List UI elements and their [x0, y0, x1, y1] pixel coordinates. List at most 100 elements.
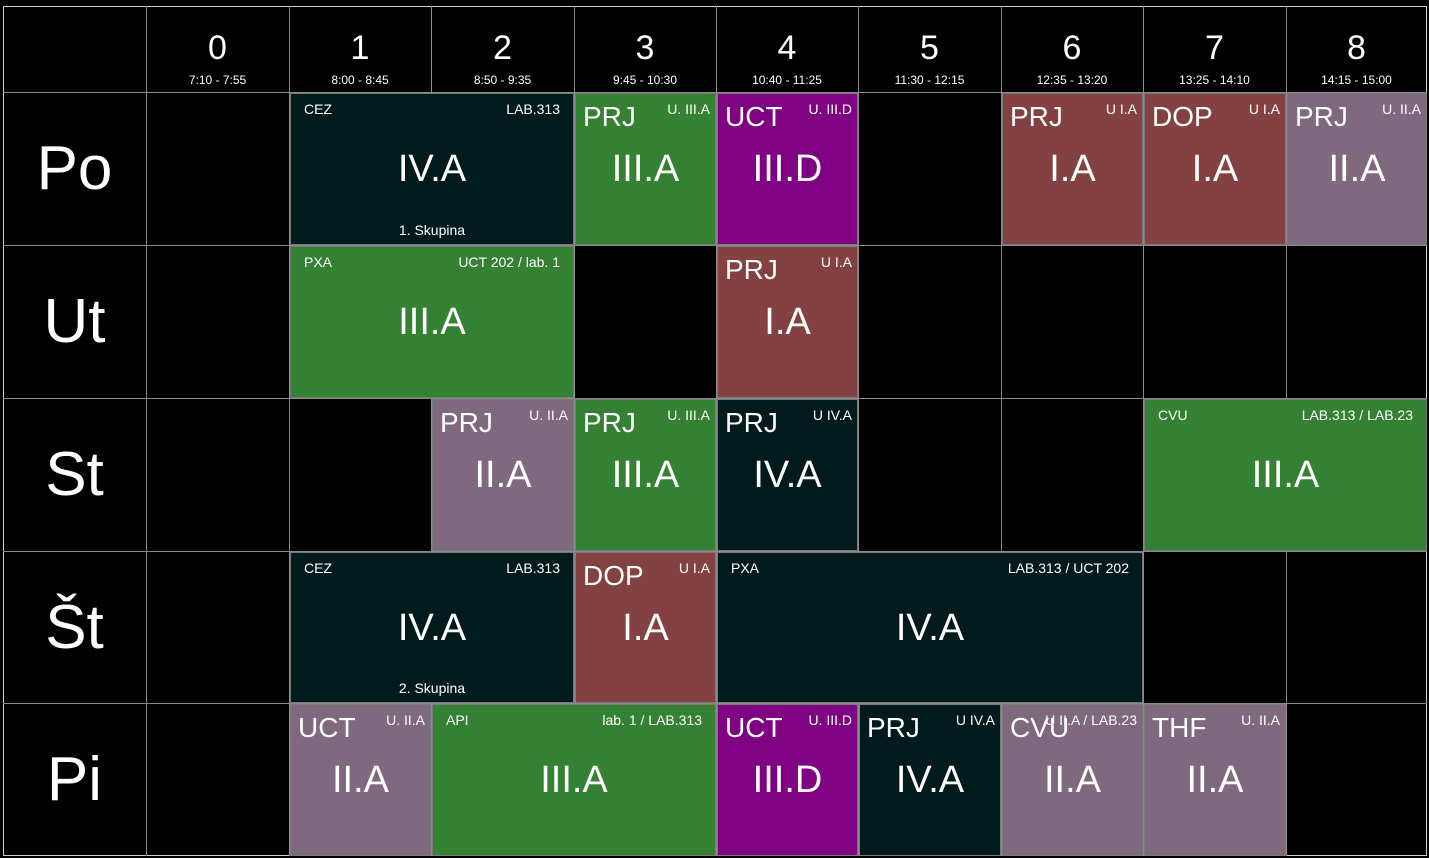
day-label: Pi [46, 745, 103, 814]
period-number: 8 [1347, 29, 1366, 67]
lesson-subject: PRJ [440, 407, 493, 438]
lesson-room: U I.A [1105, 101, 1137, 117]
lesson-class: III.A [540, 759, 608, 801]
lesson-cell[interactable]: U IV.A PRJ IV.A [717, 399, 858, 551]
lesson-room: U. II.A [1382, 101, 1421, 117]
lesson-room: UCT 202 / lab. 1 [458, 254, 560, 270]
lesson-subject: PRJ [725, 254, 778, 285]
lesson-class: I.A [1049, 148, 1096, 190]
lesson-cell[interactable]: LAB.313 / LAB.23 CVU III.A [1144, 399, 1427, 551]
lesson-class: IV.A [895, 759, 965, 801]
lesson-class: II.A [1043, 759, 1102, 801]
lesson-subject: PRJ [1295, 101, 1348, 132]
period-number: 4 [777, 29, 797, 67]
lesson-subject: UCT [725, 101, 783, 132]
lesson-cell[interactable]: U IV.A PRJ IV.A [859, 704, 1001, 856]
lesson-room: U. III.A [667, 407, 710, 423]
lesson-room: U IV.A [955, 712, 995, 728]
lesson-room: lab. 1 / LAB.313 [602, 712, 702, 728]
grid-vline [289, 6, 290, 856]
lesson-class: I.A [622, 607, 669, 649]
grid-vline [858, 6, 859, 856]
day-label: Ut [43, 287, 106, 356]
lesson-room: U. II.A [1241, 712, 1280, 728]
grid-vline [431, 6, 432, 856]
lesson-class: I.A [764, 301, 811, 343]
lesson-class: III.D [752, 759, 823, 801]
lesson-subject: PRJ [725, 407, 778, 438]
lesson-class: III.D [752, 148, 823, 190]
lesson-cell[interactable]: U I.A DOP I.A [575, 552, 716, 703]
lesson-subject: CEZ [304, 560, 332, 576]
lesson-subject: UCT [725, 712, 783, 743]
lesson-class: III.A [398, 301, 466, 343]
lesson-room: LAB.313 / UCT 202 [1007, 560, 1129, 576]
grid-vline [716, 6, 717, 856]
lesson-class: IV.A [753, 454, 822, 496]
lesson-class: II.A [1328, 148, 1386, 190]
grid-vline [574, 6, 575, 856]
lesson-cell[interactable]: UCT 202 / lab. 1 PXA III.A [290, 246, 574, 398]
grid-vline [1143, 6, 1144, 856]
lesson-subject: CVU [1010, 712, 1070, 743]
period-time: 10:40 - 11:25 [752, 73, 822, 87]
lesson-room: U I.A [820, 254, 852, 270]
lesson-cell[interactable]: U. III.D UCT III.D [717, 704, 858, 856]
lesson-group: 2. Skupina [398, 680, 466, 696]
period-time: 7:10 - 7:55 [188, 73, 247, 87]
lesson-room: U. II.A [386, 712, 425, 728]
lesson-class: III.A [611, 454, 680, 496]
lesson-cell[interactable]: U. III.A PRJ III.A [575, 399, 716, 551]
lesson-subject: CEZ [304, 101, 332, 117]
lesson-cell[interactable]: LAB.313 CEZ IV.A 2. Skupina [290, 552, 574, 703]
lesson-class: IV.A [397, 148, 467, 190]
period-time: 14:15 - 15:00 [1321, 73, 1392, 87]
period-header: 7 13:25 - 14:10 [1143, 6, 1286, 92]
period-number: 1 [350, 29, 370, 67]
lesson-room: U II.A / LAB.23 [1045, 712, 1137, 728]
lesson-room: U IV.A [812, 407, 852, 423]
period-time: 8:50 - 9:35 [473, 73, 532, 87]
period-time: 13:25 - 14:10 [1179, 73, 1250, 87]
lesson-class: I.A [1191, 148, 1239, 190]
period-number: 7 [1205, 29, 1224, 67]
period-time: 8:00 - 8:45 [331, 73, 389, 87]
grid-hline [3, 703, 1427, 704]
lesson-cell[interactable]: LAB.313 / UCT 202 PXA IV.A [717, 552, 1143, 703]
period-header: 2 8:50 - 9:35 [431, 6, 574, 92]
lesson-cell[interactable]: U I.A PRJ I.A [1002, 93, 1143, 245]
lesson-cell[interactable]: U I.A DOP I.A [1144, 93, 1286, 245]
lesson-cell[interactable]: U. II.A PRJ II.A [432, 399, 574, 551]
lesson-cell[interactable]: U. II.A PRJ II.A [1287, 93, 1427, 245]
grid-hline [3, 92, 1427, 93]
lesson-class: II.A [474, 454, 532, 496]
lesson-cell[interactable]: U. II.A THF II.A [1144, 704, 1286, 856]
lesson-room: U. III.A [667, 101, 710, 117]
lesson-class: III.A [1251, 454, 1320, 496]
lesson-subject: PXA [731, 560, 760, 576]
lesson-cell[interactable]: U. III.A PRJ III.A [575, 93, 716, 245]
lesson-subject: PXA [304, 254, 333, 270]
period-number: 0 [208, 29, 227, 67]
grid-vline [146, 6, 147, 856]
period-number: 2 [493, 29, 512, 67]
lesson-group: 1. Skupina [398, 222, 466, 238]
lesson-subject: THF [1152, 712, 1207, 743]
lesson-subject: API [446, 712, 469, 728]
lesson-room: LAB.313 [506, 101, 560, 117]
lesson-cell[interactable]: U II.A / LAB.23 CVU II.A [1002, 704, 1143, 856]
lesson-room: LAB.313 / LAB.23 [1301, 407, 1413, 423]
period-number: 3 [635, 29, 655, 67]
lesson-subject: CVU [1158, 407, 1188, 423]
lesson-room: U. II.A [529, 407, 568, 423]
lesson-cell[interactable]: LAB.313 CEZ IV.A 1. Skupina [290, 93, 574, 245]
lesson-cell[interactable]: U. II.A UCT II.A [290, 704, 431, 856]
lesson-room: LAB.313 [506, 560, 560, 576]
lesson-cell[interactable]: lab. 1 / LAB.313 API III.A [432, 704, 716, 856]
lesson-cell[interactable]: U I.A PRJ I.A [717, 246, 858, 398]
grid-hline [3, 245, 1427, 246]
lesson-cell[interactable]: U. III.D UCT III.D [717, 93, 858, 245]
lesson-subject: PRJ [583, 101, 636, 132]
period-number: 5 [920, 29, 939, 67]
lesson-class: III.A [611, 148, 680, 190]
